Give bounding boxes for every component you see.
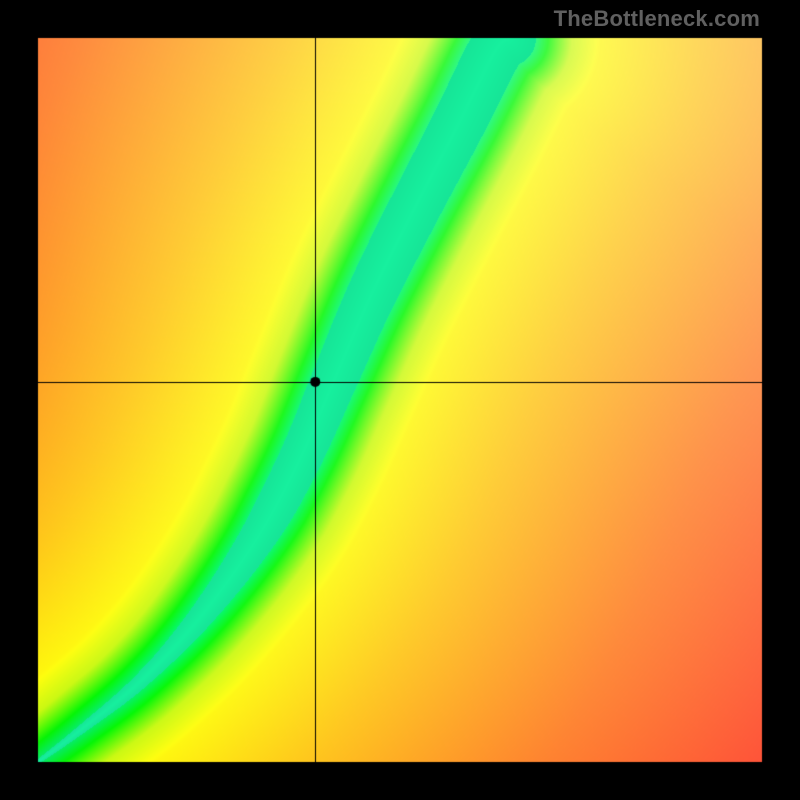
bottleneck-heatmap-chart [0,0,800,800]
chart-container: { "watermark": { "text": "TheBottleneck.… [0,0,800,800]
watermark-text: TheBottleneck.com [554,6,760,32]
